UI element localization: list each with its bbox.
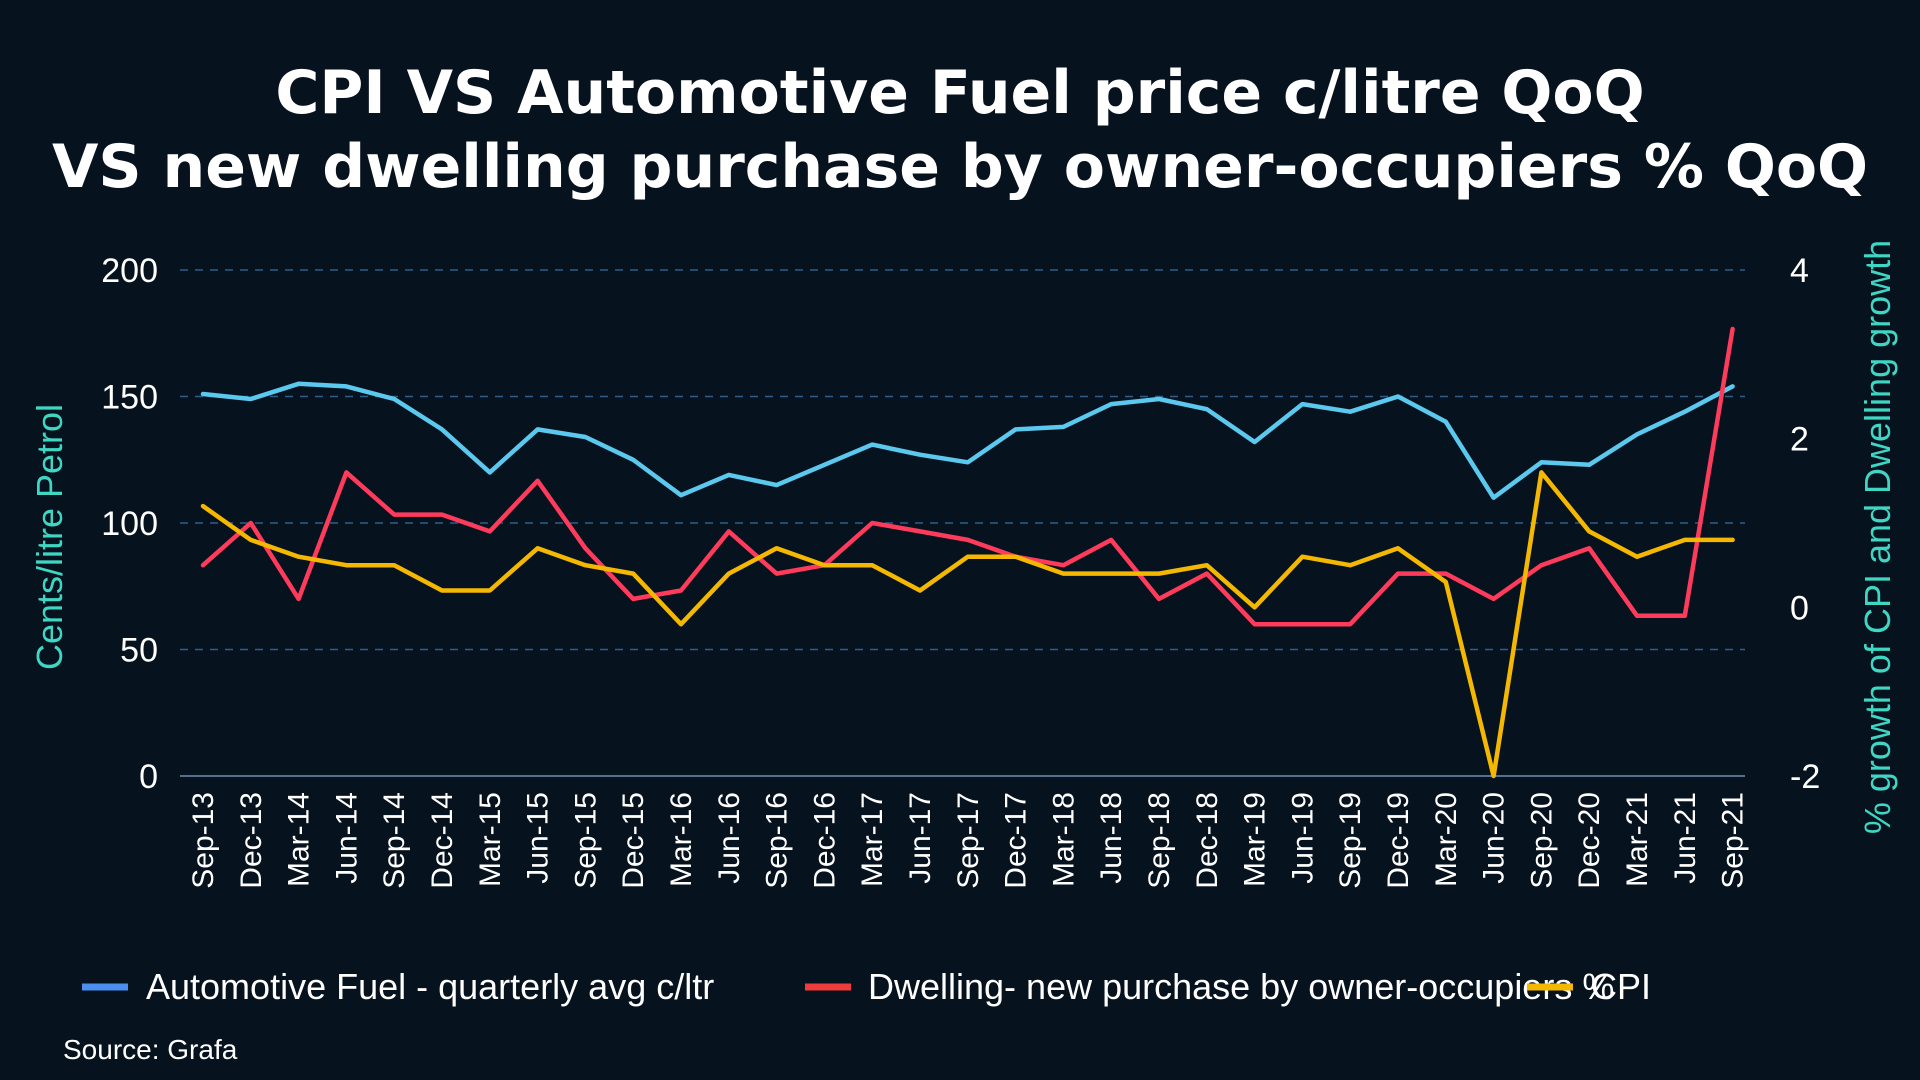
- left-tick-label: 50: [120, 632, 158, 670]
- x-tick-label: Sep-13: [187, 792, 220, 889]
- right-tick-label: 0: [1790, 589, 1809, 627]
- series-line: [200, 381, 1735, 500]
- left-tick-label: 150: [101, 379, 158, 417]
- x-tick-label: Jun-14: [330, 792, 363, 884]
- x-tick-label: Dec-16: [808, 792, 841, 889]
- right-tick-label: -2: [1790, 758, 1820, 796]
- left-axis-label: Cents/litre Petrol: [29, 404, 70, 670]
- gridlines: [180, 269, 1745, 651]
- legend-label: CPI: [1591, 966, 1651, 1007]
- x-tick-label: Jun-21: [1669, 792, 1702, 884]
- right-tick-label: 4: [1790, 252, 1809, 290]
- x-tick-label: Dec-13: [235, 792, 268, 889]
- x-axis-ticks: Sep-13 Dec-13 Mar-14 Jun-14 Sep-14 Dec-14 Mar-…: [187, 792, 1750, 889]
- x-tick-label: Mar-21: [1621, 792, 1654, 887]
- x-tick-label: Sep-14: [378, 792, 411, 889]
- left-tick-label: 0: [139, 758, 158, 796]
- right-axis-ticks: -2 0 2 4: [1790, 252, 1820, 796]
- legend-label: Dwelling- new purchase by owner-occupier…: [868, 966, 1614, 1007]
- right-tick-label: 2: [1790, 421, 1809, 459]
- x-tick-label: Jun-19: [1286, 792, 1319, 884]
- left-tick-label: 100: [101, 505, 158, 543]
- chart-title: CPI VS Automotive Fuel price c/litre QoQ…: [52, 58, 1868, 202]
- right-axis-label: % growth of CPI and Dwelling growth: [1857, 240, 1898, 834]
- x-tick-label: Mar-15: [474, 792, 507, 887]
- x-tick-label: Mar-18: [1047, 792, 1080, 887]
- left-tick-label: 200: [101, 252, 158, 290]
- x-tick-label: Dec-14: [426, 792, 459, 889]
- x-tick-label: Sep-16: [761, 792, 794, 889]
- x-tick-label: Dec-18: [1191, 792, 1224, 889]
- legend: Automotive Fuel - quarterly avg c/ltr Dwe…: [82, 966, 1651, 1007]
- x-tick-label: Jun-15: [522, 792, 555, 884]
- x-tick-label: Dec-19: [1382, 792, 1415, 889]
- x-tick-label: Dec-17: [1000, 792, 1033, 889]
- x-tick-label: Dec-15: [617, 792, 650, 889]
- x-tick-label: Jun-18: [1095, 792, 1128, 884]
- x-tick-label: Sep-15: [569, 792, 602, 889]
- x-tick-label: Mar-14: [283, 792, 316, 887]
- x-tick-label: Sep-21: [1717, 792, 1750, 889]
- x-tick-label: Mar-20: [1430, 792, 1463, 887]
- x-tick-label: Jun-17: [904, 792, 937, 884]
- x-tick-label: Jun-16: [713, 792, 746, 884]
- x-tick-label: Dec-20: [1573, 792, 1606, 889]
- series-line: [200, 326, 1735, 627]
- x-tick-label: Sep-19: [1334, 792, 1367, 889]
- series-line: [200, 470, 1735, 779]
- x-tick-label: Jun-20: [1478, 792, 1511, 884]
- legend-label: Automotive Fuel - quarterly avg c/ltr: [146, 966, 714, 1007]
- x-tick-label: Mar-16: [665, 792, 698, 887]
- x-tick-label: Mar-17: [856, 792, 889, 887]
- source-note: Source: Grafa: [63, 1034, 238, 1065]
- x-tick-label: Mar-19: [1239, 792, 1272, 887]
- x-tick-label: Sep-17: [952, 792, 985, 889]
- chart-title-line-1: CPI VS Automotive Fuel price c/litre QoQ: [275, 58, 1644, 128]
- series-lines: [200, 326, 1735, 779]
- chart-title-line-2: VS new dwelling purchase by owner-occupi…: [52, 132, 1868, 202]
- x-tick-label: Sep-18: [1143, 792, 1176, 889]
- x-tick-label: Sep-20: [1525, 792, 1558, 889]
- left-axis-ticks: 0 50 100 150 200: [101, 252, 158, 796]
